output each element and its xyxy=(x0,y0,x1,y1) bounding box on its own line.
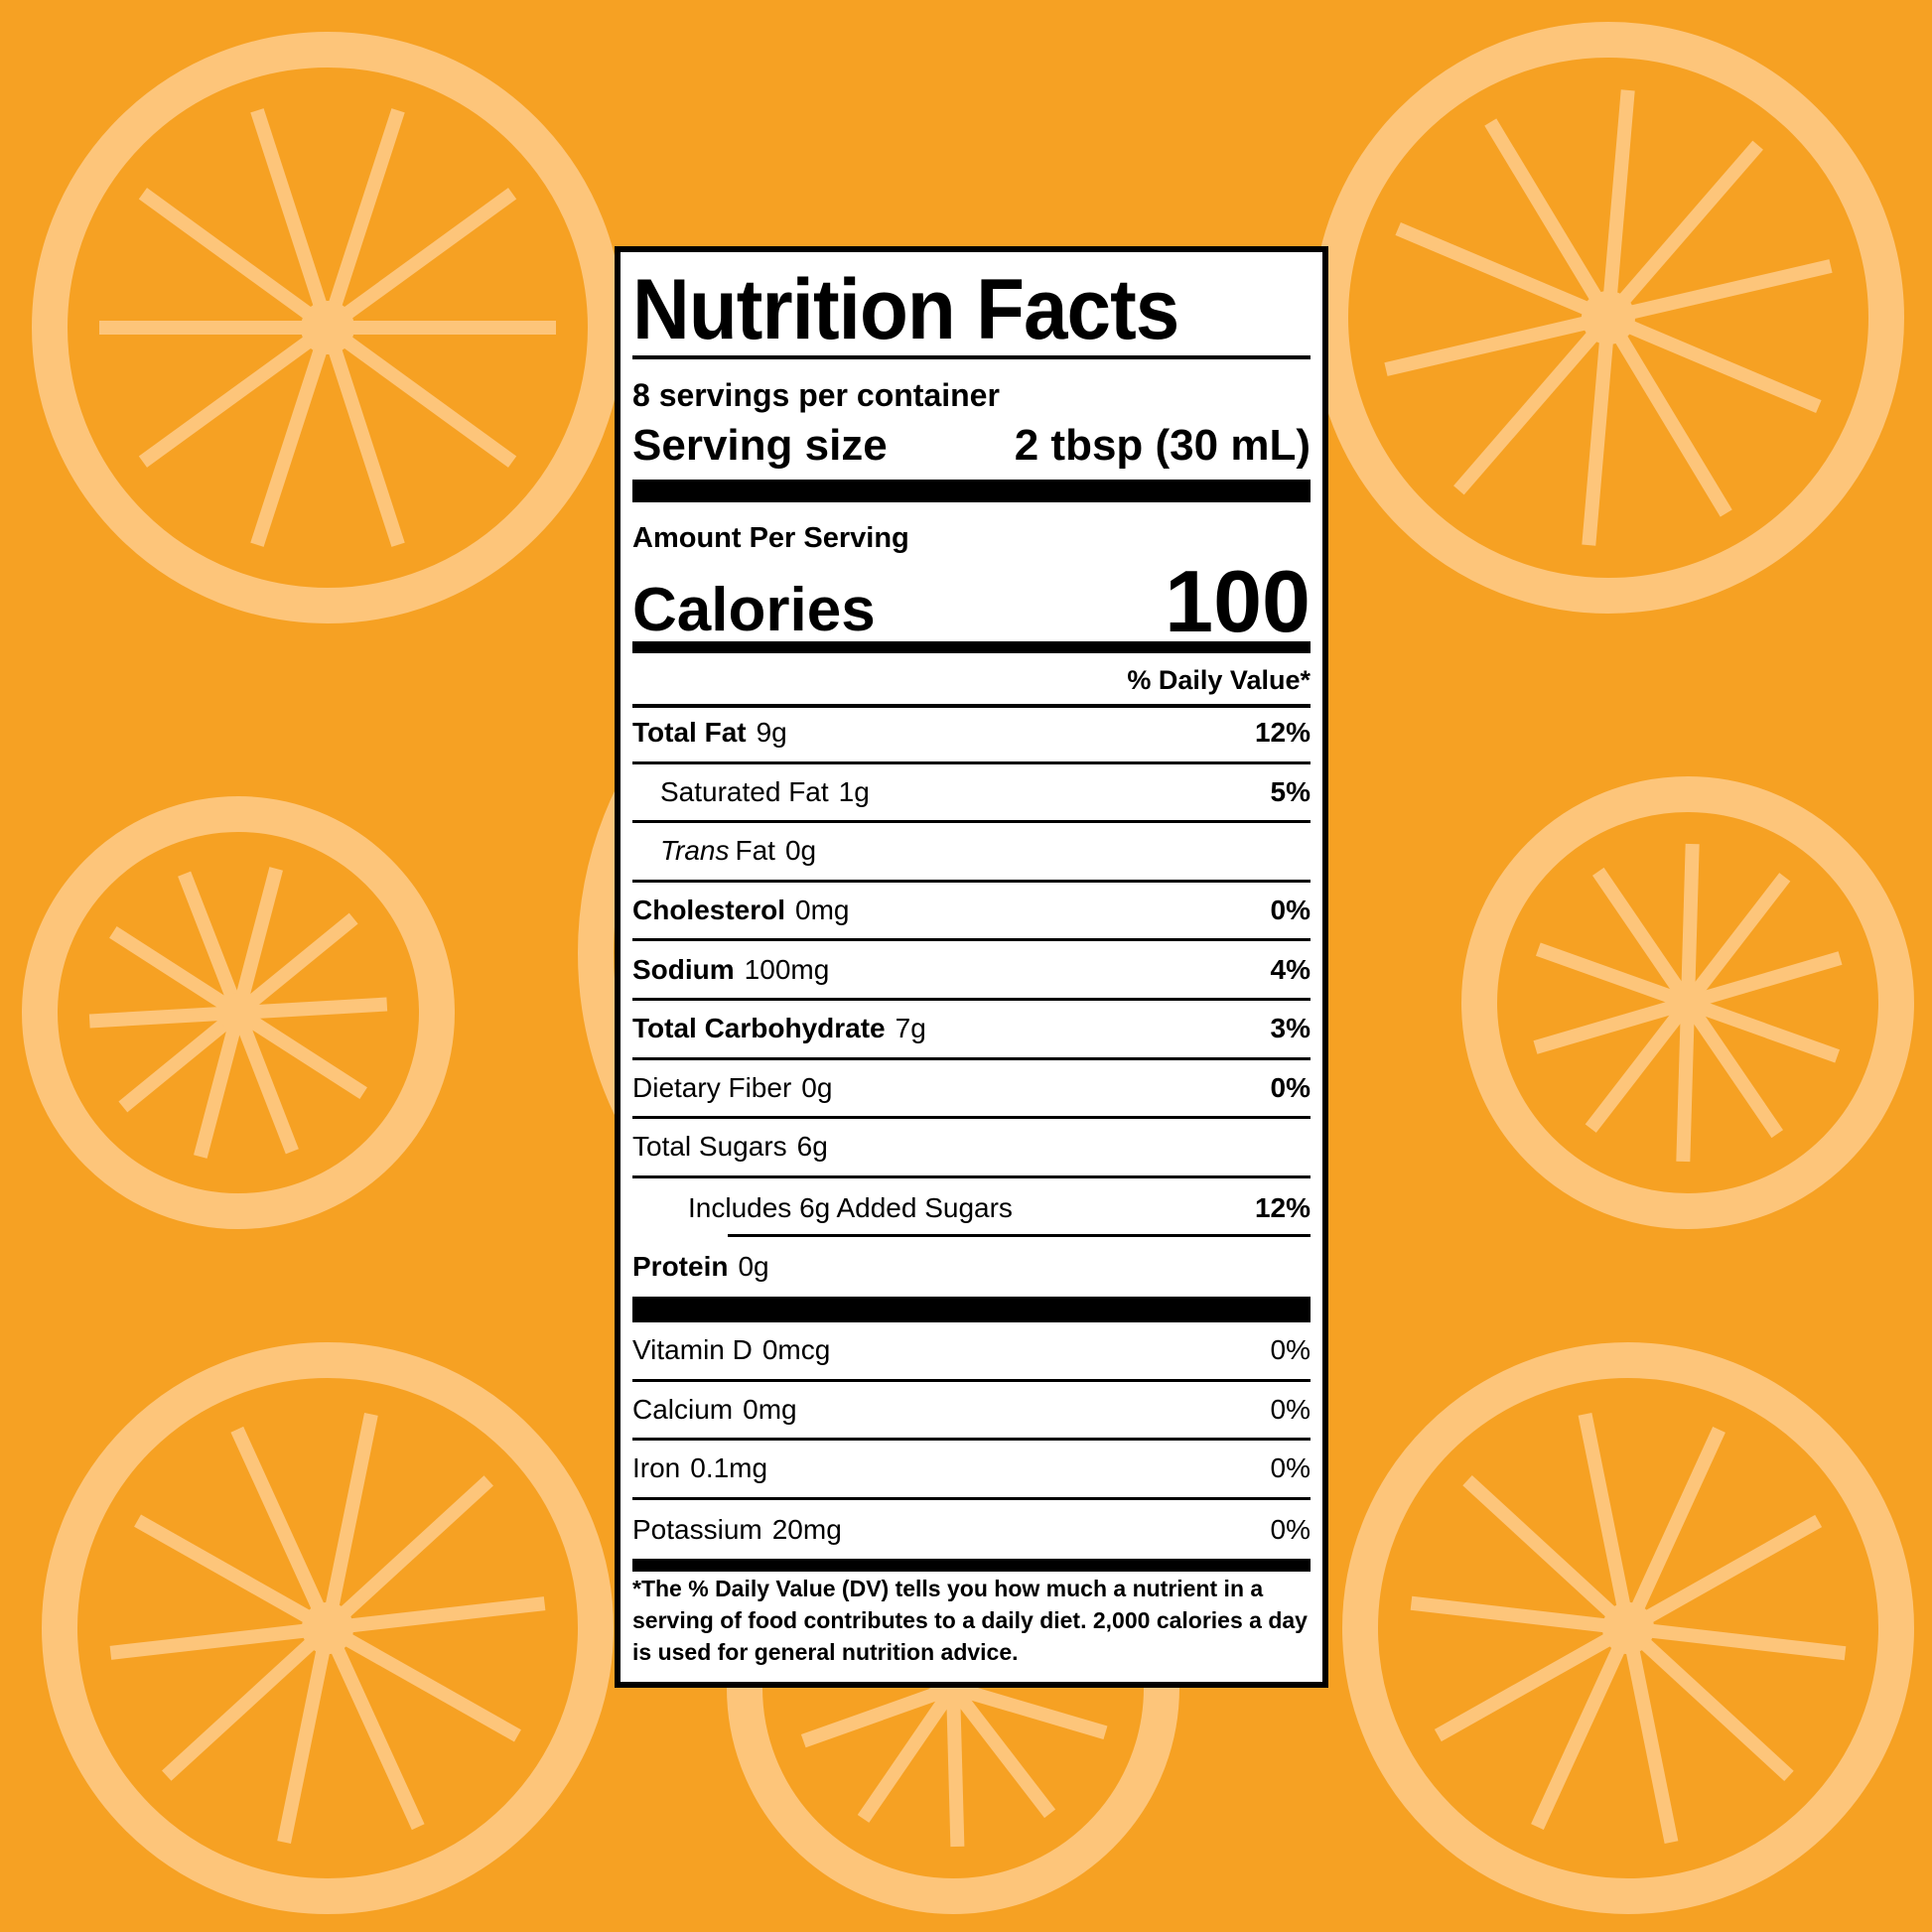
nutrient-name-suffix: Fat xyxy=(735,835,775,867)
nutrient-name-amount: Cholesterol 0mg xyxy=(632,895,850,926)
divider xyxy=(632,355,1311,359)
nutrient-row: Protein 0g xyxy=(632,1237,1311,1297)
nutrient-amount: 1g xyxy=(838,775,870,807)
orange-slice xyxy=(32,32,623,623)
nutrient-daily-value: 0% xyxy=(1270,895,1311,926)
calories: Calories 100 xyxy=(632,558,1311,645)
divider xyxy=(632,704,1311,708)
vitamin-name: Vitamin D xyxy=(632,1334,753,1366)
vitamin-daily-value: 0% xyxy=(1270,1334,1311,1366)
servings-per-container: 8 servings per container xyxy=(632,377,1000,413)
thick-divider xyxy=(632,1559,1311,1573)
nutrient-name: Sodium xyxy=(632,953,735,985)
serving-size: Serving size 2 tbsp (30 mL) xyxy=(632,421,1311,471)
vitamin-row: Calcium 0mg 0% xyxy=(632,1382,1311,1442)
serving-size-label: Serving size xyxy=(632,421,888,470)
nutrient-row: Cholesterol 0mg 0% xyxy=(632,883,1311,942)
nutrient-row: Dietary Fiber 0g 0% xyxy=(632,1060,1311,1120)
calories-label: Calories xyxy=(632,576,876,644)
serving-size-value: 2 tbsp (30 mL) xyxy=(1014,421,1311,470)
orange-slice xyxy=(1461,776,1914,1229)
vitamin-amount: 20mg xyxy=(771,1513,842,1545)
vitamin-row: Vitamin D 0mcg 0% xyxy=(632,1322,1311,1382)
nutrient-name-amount: Total Sugars 6g xyxy=(632,1131,828,1163)
daily-value-header: % Daily Value* xyxy=(1127,665,1311,695)
vitamin-daily-value: 0% xyxy=(1270,1452,1311,1484)
vitamin-amount: 0mg xyxy=(743,1393,797,1425)
nutrient-amount: 7g xyxy=(895,1013,926,1044)
nutrient-list: Total Fat 9g 12% Saturated Fat 1g 5% Trans Fat 0… xyxy=(632,705,1311,1573)
nutrient-name-amount: Sodium 100mg xyxy=(632,954,829,986)
nutrient-name: Total Fat xyxy=(632,717,747,749)
nutrient-row: Total Sugars 6g xyxy=(632,1119,1311,1178)
thick-divider xyxy=(632,480,1311,502)
nutrient-name-amount: Saturated Fat 1g xyxy=(660,776,870,808)
nutrient-daily-value: 3% xyxy=(1270,1013,1311,1044)
nutrient-daily-value: 5% xyxy=(1270,775,1311,807)
nutrition-facts-label: Nutrition Facts 8 servings per container… xyxy=(615,246,1328,1688)
nutrient-name-amount: Total Fat 9g xyxy=(632,717,787,749)
vitamin-row: Iron 0.1mg 0% xyxy=(632,1441,1311,1500)
label-title: Nutrition Facts xyxy=(632,262,1179,357)
amount-per-serving: Amount Per Serving xyxy=(632,522,909,554)
nutrient-row: Trans Fat 0g xyxy=(632,823,1311,883)
nutrient-name: Dietary Fiber xyxy=(632,1071,792,1103)
vitamin-daily-value: 0% xyxy=(1270,1513,1311,1545)
orange-slice xyxy=(1312,22,1904,614)
orange-slice xyxy=(22,796,455,1229)
nutrient-daily-value: 0% xyxy=(1270,1071,1311,1103)
nutrient-name: Cholesterol xyxy=(632,895,786,926)
nutrient-name: Protein xyxy=(632,1251,729,1283)
nutrient-name: Total Carbohydrate xyxy=(632,1013,886,1044)
thick-divider xyxy=(632,641,1311,653)
nutrient-amount: 0g xyxy=(738,1251,769,1283)
nutrient-amount: 9g xyxy=(756,717,787,749)
nutrient-row: Sodium 100mg 4% xyxy=(632,941,1311,1001)
nutrient-name: Includes 6g Added Sugars xyxy=(688,1191,1013,1223)
nutrient-row: Total Carbohydrate 7g 3% xyxy=(632,1001,1311,1060)
vitamin-row: Potassium 20mg 0% xyxy=(632,1500,1311,1560)
nutrient-name: Total Sugars xyxy=(632,1131,787,1163)
nutrient-row: Includes 6g Added Sugars 12% xyxy=(632,1178,1311,1238)
nutrient-name: Saturated Fat xyxy=(660,775,829,807)
vitamin-name: Iron xyxy=(632,1452,681,1484)
nutrient-amount: 6g xyxy=(796,1131,828,1163)
vitamin-name-amount: Potassium 20mg xyxy=(632,1514,842,1546)
footnote: *The % Daily Value (DV) tells you how mu… xyxy=(632,1576,1308,1665)
nutrient-row: Total Fat 9g 12% xyxy=(632,705,1311,764)
vitamin-name: Calcium xyxy=(632,1393,734,1425)
vitamin-name-amount: Calcium 0mg xyxy=(632,1394,797,1426)
vitamin-amount: 0mcg xyxy=(761,1334,831,1366)
thick-divider xyxy=(632,1296,1311,1322)
nutrient-name-amount: Includes 6g Added Sugars xyxy=(688,1192,1023,1224)
vitamin-name-amount: Vitamin D 0mcg xyxy=(632,1334,830,1366)
nutrient-name: Trans xyxy=(660,835,730,867)
vitamin-name-amount: Iron 0.1mg xyxy=(632,1452,767,1484)
nutrient-amount: 0g xyxy=(784,835,817,867)
orange-slice xyxy=(42,1342,614,1914)
nutrient-amount: 0g xyxy=(801,1071,833,1103)
nutrient-name-amount: Trans Fat 0g xyxy=(660,835,816,867)
nutrient-amount: 0mg xyxy=(795,895,850,926)
nutrient-daily-value: 12% xyxy=(1254,1191,1311,1223)
nutrient-name-amount: Total Carbohydrate 7g xyxy=(632,1013,926,1044)
calories-value: 100 xyxy=(1165,552,1311,650)
orange-slice xyxy=(1342,1342,1914,1914)
nutrient-name-amount: Protein 0g xyxy=(632,1251,769,1283)
nutrient-name-amount: Dietary Fiber 0g xyxy=(632,1072,832,1104)
vitamin-amount: 0.1mg xyxy=(690,1452,768,1484)
nutrient-daily-value: 4% xyxy=(1270,953,1311,985)
vitamin-daily-value: 0% xyxy=(1270,1393,1311,1425)
nutrient-daily-value: 12% xyxy=(1254,717,1311,749)
nutrient-amount: 100mg xyxy=(744,953,830,985)
vitamin-name: Potassium xyxy=(632,1513,762,1545)
nutrient-row: Saturated Fat 1g 5% xyxy=(632,764,1311,824)
